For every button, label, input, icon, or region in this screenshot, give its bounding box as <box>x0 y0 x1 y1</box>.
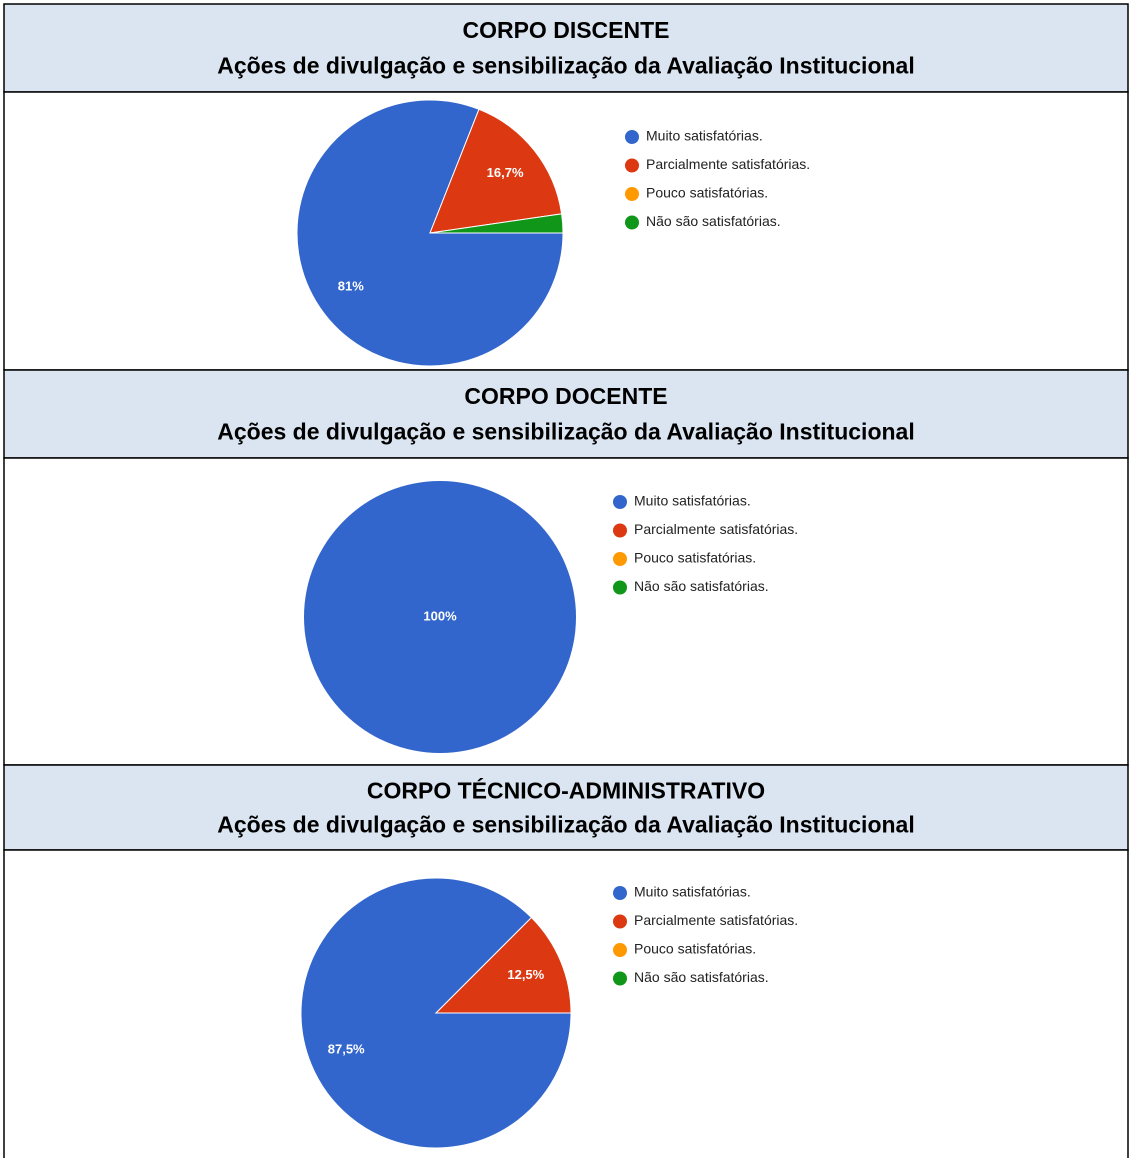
legend-label: Não são satisfatórias. <box>634 969 769 985</box>
legend-label: Não são satisfatórias. <box>646 213 781 229</box>
pie-slice <box>304 481 576 753</box>
legend-label: Muito satisfatórias. <box>646 128 763 144</box>
chart-title: CORPO DOCENTE <box>464 383 667 409</box>
header-cell <box>3 764 1129 851</box>
pie-slice <box>429 213 564 234</box>
legend-label: Muito satisfatórias. <box>634 884 751 900</box>
chart-title: CORPO TÉCNICO-ADMINISTRATIVO <box>367 776 765 803</box>
legend-label: Pouco satisfatórias. <box>646 185 768 201</box>
legend-swatch <box>613 552 627 566</box>
legend-label: Não são satisfatórias. <box>634 578 769 594</box>
slice-label: 12,5% <box>507 967 544 982</box>
chart-subtitle: Ações de divulgação e sensibilização da … <box>217 52 914 78</box>
legend-swatch <box>613 495 627 509</box>
chart-subtitle: Ações de divulgação e sensibilização da … <box>217 811 914 837</box>
legend-swatch <box>613 580 627 595</box>
legend-label: Parcialmente satisfatórias. <box>634 521 798 537</box>
legend-label: Parcialmente satisfatórias. <box>634 912 798 928</box>
legend-swatch <box>613 971 627 986</box>
legend-swatch <box>613 914 627 929</box>
legend-swatch <box>613 523 627 538</box>
legend-swatch <box>625 130 639 144</box>
pie-slice <box>434 916 572 1014</box>
legend-label: Pouco satisfatórias. <box>634 550 756 566</box>
chart-title: CORPO DISCENTE <box>462 17 669 43</box>
legend-swatch <box>625 158 639 173</box>
slice-label: 16,7% <box>487 165 524 180</box>
legend-swatch <box>625 187 639 201</box>
slice-label: 100% <box>423 608 457 623</box>
legend-label: Parcialmente satisfatórias. <box>646 156 810 172</box>
slice-label: 81% <box>338 278 364 293</box>
legend-swatch <box>613 943 627 957</box>
legend-label: Muito satisfatórias. <box>634 493 751 509</box>
chart-subtitle: Ações de divulgação e sensibilização da … <box>217 418 914 444</box>
chart-cell <box>3 91 1129 371</box>
legend-swatch <box>613 886 627 900</box>
legend-swatch <box>625 215 639 230</box>
slice-label: 87,5% <box>328 1042 365 1057</box>
header-cell <box>3 3 1129 93</box>
header-cell <box>3 369 1129 459</box>
pie-slice <box>429 108 563 234</box>
legend-label: Pouco satisfatórias. <box>634 941 756 957</box>
